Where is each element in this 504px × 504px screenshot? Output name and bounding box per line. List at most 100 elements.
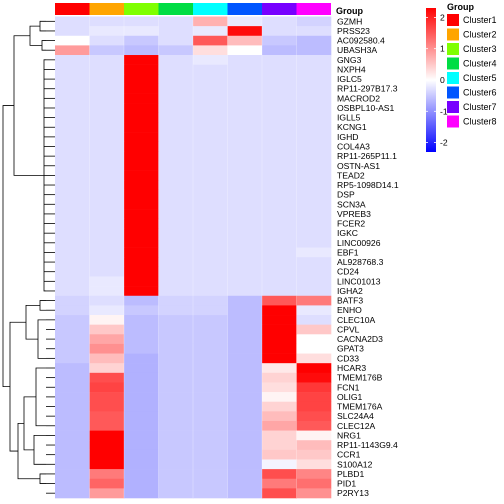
heatmap-cell	[296, 286, 332, 297]
heatmap-cell	[158, 74, 194, 85]
row-label: CACNA2D3	[337, 334, 383, 344]
legend-swatch-cluster3	[447, 43, 459, 55]
dendrogram-branch	[33, 435, 46, 465]
heatmap-cell	[158, 478, 194, 489]
heatmap-cell	[124, 160, 159, 171]
heatmap-cell	[124, 112, 159, 123]
heatmap-cell	[227, 93, 263, 104]
heatmap-cell	[89, 478, 125, 489]
heatmap-cell	[296, 305, 332, 316]
heatmap-cell	[193, 440, 228, 451]
heatmap-cell	[89, 93, 125, 104]
legend-swatch-cluster5	[447, 72, 459, 84]
heatmap-cell	[262, 74, 297, 85]
heatmap-cell	[296, 266, 332, 277]
heatmap-cell	[262, 276, 297, 287]
heatmap-cell	[124, 478, 159, 489]
heatmap-cell	[124, 218, 159, 229]
heatmap-cell	[158, 83, 194, 94]
heatmap-cell	[55, 392, 90, 402]
heatmap-cell	[124, 257, 159, 268]
heatmap-cell	[55, 237, 90, 248]
heatmap-cell	[158, 209, 194, 220]
heatmap-cell	[193, 392, 228, 402]
heatmap-cell	[124, 199, 159, 210]
heatmap-cell	[89, 372, 125, 383]
heatmap-cell	[262, 382, 297, 393]
heatmap-cell	[124, 74, 159, 85]
heatmap-cell	[227, 343, 263, 354]
heatmap-cell	[262, 459, 297, 470]
row-label: RP5-1098D14.1	[337, 180, 399, 190]
heatmap-cell	[124, 420, 159, 431]
legend-label-cluster7: Cluster7	[463, 102, 497, 112]
heatmap-cell	[262, 122, 297, 133]
heatmap-cell	[124, 55, 159, 65]
legend-swatch-cluster1	[447, 14, 459, 26]
heatmap-cell	[124, 64, 159, 75]
row-label: DSP	[337, 190, 355, 200]
heatmap-cell	[124, 324, 159, 335]
heatmap-cell	[262, 141, 297, 152]
heatmap-cell	[262, 295, 297, 306]
row-label: PLBD1	[337, 469, 364, 479]
heatmap-cell	[89, 189, 125, 200]
annotation-cell-cluster7	[262, 3, 297, 15]
row-label: COL4A3	[337, 142, 370, 152]
heatmap-cell	[193, 305, 228, 316]
heatmap-cell	[158, 266, 194, 277]
annotation-bar-label: Group	[336, 6, 363, 16]
heatmap-cell	[193, 276, 228, 287]
heatmap-cell	[227, 228, 263, 239]
heatmap-cell	[193, 266, 228, 277]
heatmap-cell	[227, 459, 263, 470]
heatmap-cell	[296, 247, 332, 258]
legend-label-cluster4: Cluster4	[463, 59, 497, 69]
heatmap-cell	[55, 286, 90, 297]
heatmap-cell	[296, 324, 332, 335]
heatmap-cell	[193, 151, 228, 162]
heatmap-cell	[55, 180, 90, 191]
heatmap-cell	[55, 305, 90, 316]
heatmap-cell	[89, 257, 125, 268]
heatmap-cell	[193, 112, 228, 123]
heatmap-cell	[227, 353, 263, 364]
heatmap-cell	[55, 247, 90, 258]
heatmap-cell	[158, 247, 194, 258]
row-label: EBF1	[337, 247, 359, 257]
heatmap-cell	[227, 315, 263, 325]
heatmap-cell	[89, 55, 125, 65]
heatmap-cell	[124, 353, 159, 364]
heatmap-cell	[55, 411, 90, 422]
heatmap-cell	[296, 343, 332, 354]
heatmap-cell	[296, 257, 332, 268]
heatmap-cell	[55, 315, 90, 325]
heatmap-cell	[89, 295, 125, 306]
heatmap-cell	[158, 112, 194, 123]
row-label: IGHD	[337, 132, 358, 142]
heatmap-cell	[158, 353, 194, 364]
heatmap-cell	[262, 247, 297, 258]
heatmap-cell	[55, 199, 90, 210]
heatmap-cell	[262, 363, 297, 374]
heatmap-cell	[296, 93, 332, 104]
heatmap-cell	[89, 151, 125, 162]
heatmap-cell	[193, 286, 228, 297]
heatmap-cell	[124, 266, 159, 277]
heatmap-cell	[158, 324, 194, 335]
heatmap-cell	[124, 83, 159, 94]
heatmap-cell	[124, 382, 159, 393]
heatmap-cell	[193, 218, 228, 229]
dendrogram-branch	[37, 319, 46, 359]
heatmap-cell	[193, 343, 228, 354]
heatmap-cell	[158, 315, 194, 325]
heatmap-cell	[193, 459, 228, 470]
heatmap-cell	[193, 93, 228, 104]
heatmap-cell	[262, 170, 297, 181]
heatmap-cell	[296, 363, 332, 374]
heatmap-cell	[193, 170, 228, 181]
heatmap-cell	[227, 334, 263, 345]
color-scale-tick-label: -2	[440, 138, 448, 148]
heatmap-cell	[55, 276, 90, 287]
